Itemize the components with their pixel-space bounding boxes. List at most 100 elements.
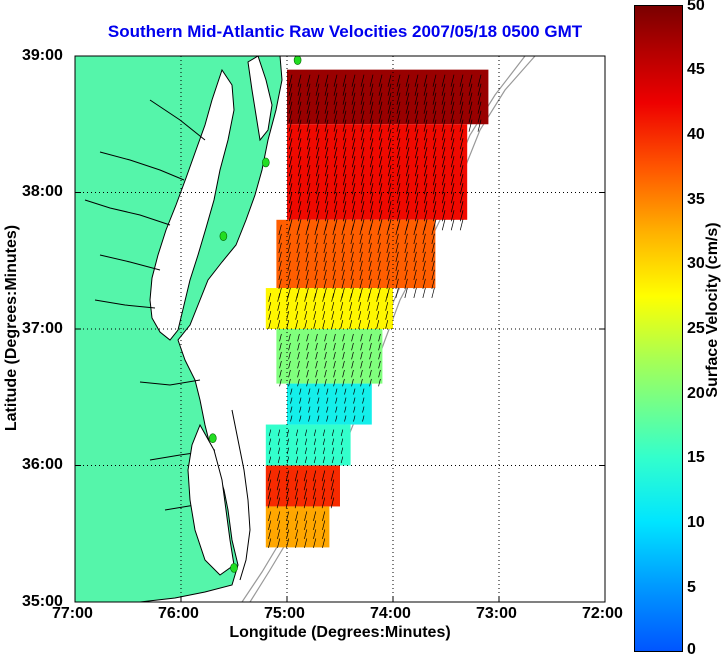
velocity-arrow bbox=[459, 83, 464, 96]
pamlico-sound bbox=[187, 423, 235, 576]
velocity-arrow bbox=[287, 233, 291, 245]
velocity-arrow bbox=[297, 201, 302, 213]
velocity-arrow bbox=[268, 538, 272, 549]
velocity-arrow bbox=[340, 319, 344, 329]
x-tick-label: 75:00 bbox=[264, 605, 305, 622]
velocity-arrow bbox=[423, 147, 428, 159]
velocity-arrow bbox=[306, 351, 309, 360]
velocity-arrow bbox=[349, 310, 353, 320]
velocity-arrow bbox=[288, 83, 293, 96]
velocity-arrow bbox=[342, 110, 347, 123]
velocity-arrow bbox=[404, 224, 408, 236]
velocity-arrow bbox=[405, 74, 410, 87]
velocity-arrow bbox=[387, 156, 392, 168]
velocity-arrow bbox=[297, 119, 302, 132]
velocity-arrow bbox=[299, 406, 302, 413]
velocity-arrow bbox=[297, 156, 302, 168]
velocity-arrow bbox=[297, 129, 302, 141]
velocity-arrow bbox=[441, 129, 446, 141]
velocity-arrow bbox=[441, 165, 446, 177]
velocity-arrow bbox=[306, 101, 311, 114]
velocity-arrow bbox=[279, 369, 282, 378]
velocity-arrow bbox=[369, 165, 374, 177]
velocity-arrow bbox=[351, 119, 356, 132]
velocity-arrow bbox=[450, 165, 455, 177]
velocity-arrow bbox=[405, 110, 410, 123]
velocity-arrow bbox=[306, 165, 311, 177]
speed-cell bbox=[265, 465, 340, 507]
velocity-arrow bbox=[477, 101, 482, 114]
velocity-arrow bbox=[385, 292, 389, 302]
velocity-arrow bbox=[315, 351, 318, 360]
velocity-arrow bbox=[422, 242, 426, 254]
velocity-arrow bbox=[332, 233, 336, 245]
velocity-arrow bbox=[450, 147, 455, 159]
velocity-arrow bbox=[290, 406, 293, 413]
velocity-arrow bbox=[353, 397, 356, 404]
velocity-arrow bbox=[331, 301, 335, 311]
velocity-arrow bbox=[350, 278, 354, 290]
colorbar-tick: 15 bbox=[687, 449, 705, 466]
tick-marks bbox=[75, 192, 605, 602]
velocity-arrow bbox=[360, 165, 365, 177]
velocity-arrow bbox=[360, 101, 365, 114]
velocity-arrow bbox=[268, 310, 272, 320]
velocity-arrow bbox=[286, 529, 290, 540]
velocity-arrow bbox=[477, 83, 482, 96]
velocity-arrow bbox=[315, 201, 320, 213]
velocity-arrow bbox=[286, 456, 290, 464]
velocity-arrow bbox=[369, 92, 374, 105]
chart-title: Southern Mid-Atlantic Raw Velocities 200… bbox=[107, 22, 583, 41]
velocity-arrow bbox=[441, 138, 446, 150]
velocity-arrow bbox=[312, 488, 317, 500]
velocity-arrow bbox=[324, 369, 327, 378]
velocity-arrow bbox=[360, 210, 365, 222]
velocity-arrow bbox=[324, 183, 329, 195]
velocity-arrow bbox=[387, 138, 392, 150]
velocity-arrow bbox=[351, 369, 354, 378]
velocity-arrow bbox=[385, 310, 389, 320]
velocity-arrow bbox=[360, 147, 365, 159]
velocity-arrow bbox=[423, 201, 428, 213]
velocity-arrow bbox=[414, 192, 419, 204]
velocity-arrow bbox=[353, 388, 356, 395]
velocity-arrow bbox=[378, 92, 383, 105]
station-marker bbox=[293, 56, 302, 65]
velocity-arrow bbox=[314, 251, 318, 263]
velocity-arrow bbox=[279, 342, 282, 351]
velocity-arrow bbox=[396, 156, 401, 168]
velocity-arrow bbox=[335, 397, 338, 404]
velocity-arrow bbox=[360, 333, 363, 342]
x-axis-label: Longitude (Degrees:Minutes) bbox=[229, 624, 451, 641]
velocity-arrow bbox=[441, 147, 446, 159]
speed-cell bbox=[287, 69, 489, 125]
velocity-arrow bbox=[423, 192, 428, 204]
velocity-arrow bbox=[304, 447, 308, 455]
velocity-arrow bbox=[285, 488, 290, 500]
x-tick-label: 77:00 bbox=[52, 605, 93, 622]
velocity-arrow bbox=[378, 201, 383, 213]
velocity-arrow bbox=[335, 388, 338, 395]
velocity-arrow bbox=[314, 233, 318, 245]
velocity-arrow bbox=[378, 129, 383, 141]
velocity-arrow bbox=[296, 233, 300, 245]
velocity-arrow bbox=[351, 351, 354, 360]
velocity-arrow bbox=[286, 319, 290, 329]
velocity-arrow bbox=[303, 470, 308, 482]
velocity-arrow bbox=[314, 260, 318, 272]
velocity-arrow bbox=[277, 520, 281, 531]
velocity-arrow bbox=[369, 83, 374, 96]
velocity-arrow bbox=[351, 156, 356, 168]
velocity-arrow bbox=[423, 156, 428, 168]
velocity-arrow bbox=[342, 210, 347, 222]
velocity-arrow bbox=[396, 192, 401, 204]
velocity-arrow bbox=[267, 470, 272, 482]
velocity-arrow bbox=[299, 397, 302, 404]
velocity-arrow bbox=[297, 83, 302, 96]
velocity-arrow bbox=[405, 210, 410, 222]
velocity-arrow bbox=[342, 174, 347, 186]
velocity-arrow bbox=[376, 310, 380, 320]
velocity-arrow bbox=[322, 319, 326, 329]
velocity-arrow bbox=[459, 183, 464, 195]
